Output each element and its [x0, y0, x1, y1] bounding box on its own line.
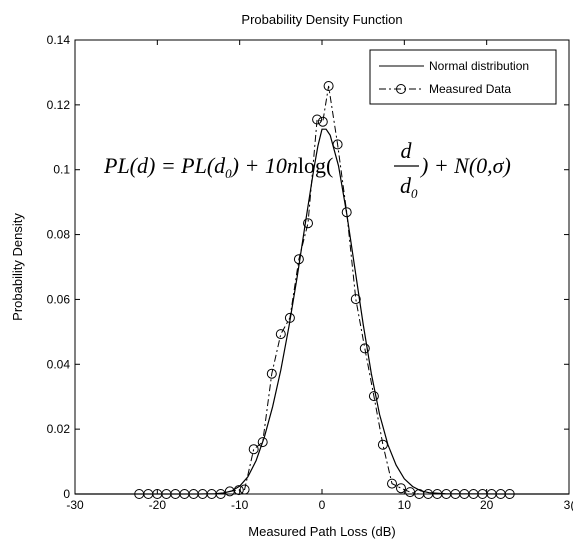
measured-data-point [350, 294, 361, 305]
measured-data-point [312, 114, 323, 125]
eq-frac-den-sub: 0 [411, 186, 418, 201]
x-tick-label: 3( [564, 498, 573, 512]
x-tick-label: -10 [231, 498, 249, 512]
ticks-layer: -30 -20 -10 0 10 20 3( 0 0.02 0.04 0.06 0.08 0.1 0.12… [47, 33, 573, 512]
eq-part-n: n [287, 153, 298, 178]
measured-data-point [359, 343, 370, 354]
measured-data-point [377, 439, 388, 450]
y-tick-label: 0.14 [47, 33, 71, 47]
eq-part-tail: ) + N(0,σ) [419, 153, 511, 178]
equation-annotation: PL(d) = PL(d0) + 10nlog( d d0 ) + N(0,σ) [103, 138, 511, 201]
svg-text:d0: d0 [400, 173, 418, 201]
eq-part-left: PL(d) = PL(d [103, 153, 226, 178]
measured-data-point [266, 368, 277, 379]
legend-label-measured: Measured Data [429, 82, 511, 96]
chart-title: Probability Density Function [241, 12, 402, 27]
measured-data-point [257, 437, 268, 448]
eq-part-sub: 0 [225, 166, 232, 181]
legend-marker-measured [396, 84, 406, 94]
legend: Normal distribution Measured Data [369, 49, 557, 105]
measured-data-point [248, 444, 259, 455]
measured-data-point [284, 312, 295, 323]
x-tick-label: -20 [149, 498, 167, 512]
measured-data-point [396, 483, 406, 494]
measured-data-point [387, 478, 397, 489]
x-tick-label: 0 [319, 498, 326, 512]
y-axis-label: Probability Density [10, 213, 25, 321]
x-tick-label: 20 [480, 498, 494, 512]
svg-text:PL(d) = PL(d0) + 10nlog(: PL(d) = PL(d0) + 10nlog( [103, 153, 333, 181]
measured-data-point [341, 207, 352, 218]
measured-data-point [275, 329, 286, 340]
measured-data-point [332, 139, 343, 150]
y-tick-label: 0 [63, 487, 70, 501]
measured-data-point [368, 391, 379, 402]
y-tick-label: 0.08 [47, 228, 71, 242]
measured-data-point [323, 81, 334, 91]
measured-data-point [233, 485, 244, 496]
eq-part-log: log( [298, 153, 333, 178]
measured-data-point [317, 116, 328, 127]
series-line-normal-distribution [75, 128, 569, 495]
plot-frame [74, 39, 570, 495]
y-tick-label: 0.02 [47, 422, 71, 436]
measured-data-point [293, 254, 304, 265]
x-axis-label: Measured Path Loss (dB) [248, 524, 395, 539]
measured-data-point [303, 218, 313, 229]
y-tick-label: 0.06 [47, 292, 71, 306]
eq-part-mid: ) + 10 [230, 153, 287, 178]
legend-box [369, 49, 557, 105]
legend-label-normal: Normal distribution [429, 59, 529, 73]
eq-frac-numerator: d [401, 138, 413, 163]
x-tick-label: 10 [398, 498, 412, 512]
y-tick-label: 0.12 [47, 98, 71, 112]
eq-frac-denominator: d [400, 173, 412, 198]
x-tick-label: -30 [66, 498, 84, 512]
y-tick-label: 0.1 [53, 163, 70, 177]
y-tick-label: 0.04 [47, 357, 71, 371]
